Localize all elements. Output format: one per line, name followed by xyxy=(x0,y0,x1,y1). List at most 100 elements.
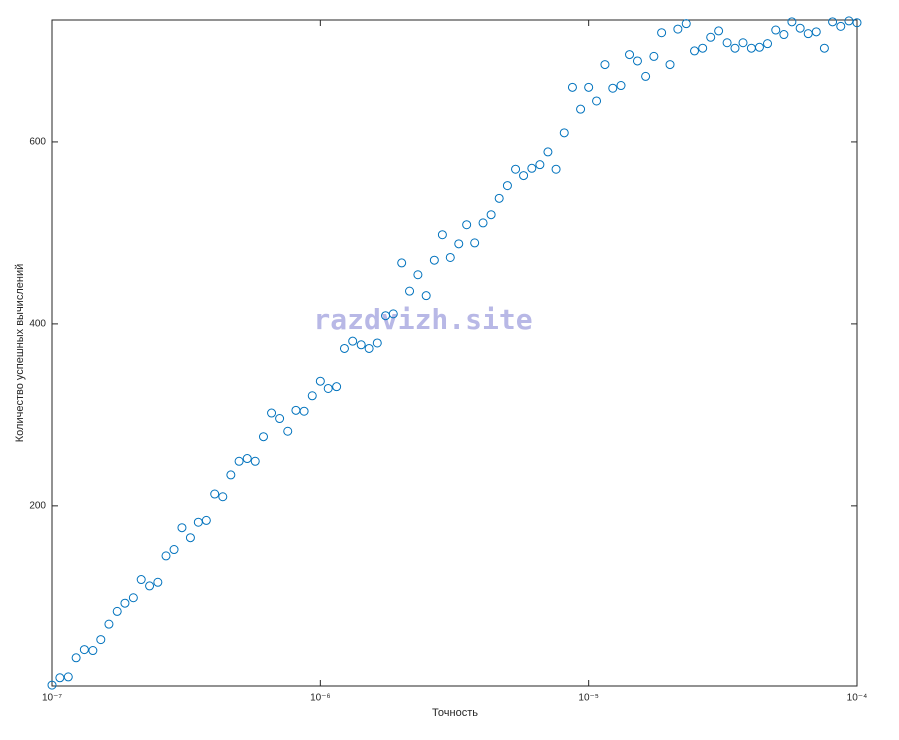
point xyxy=(161,551,171,561)
watermark: razdvizh.site xyxy=(313,303,532,336)
point xyxy=(649,51,659,61)
point xyxy=(283,426,293,436)
point xyxy=(332,382,342,392)
point xyxy=(478,218,488,228)
point xyxy=(177,523,187,533)
point xyxy=(339,343,349,353)
point xyxy=(763,39,773,49)
point xyxy=(730,43,740,53)
point xyxy=(234,456,244,466)
point xyxy=(364,343,374,353)
point xyxy=(218,492,228,502)
y-tick-label: 200 xyxy=(29,500,46,511)
point xyxy=(445,252,455,262)
point xyxy=(454,239,464,249)
point xyxy=(681,19,691,29)
point xyxy=(535,160,545,170)
point xyxy=(250,456,260,466)
y-tick-label: 600 xyxy=(29,137,46,148)
point xyxy=(96,635,106,645)
point xyxy=(169,545,179,555)
point xyxy=(201,515,211,525)
point xyxy=(738,38,748,48)
point xyxy=(502,181,512,191)
point xyxy=(567,82,577,92)
point xyxy=(267,408,277,418)
point xyxy=(63,672,73,682)
point xyxy=(779,30,789,40)
point xyxy=(429,255,439,265)
x-axis-label: Точность xyxy=(432,707,478,719)
point xyxy=(47,680,57,690)
point xyxy=(88,646,98,656)
point xyxy=(657,28,667,38)
point xyxy=(71,653,81,663)
x-tick-label: 10⁻⁶ xyxy=(310,693,331,704)
point xyxy=(559,128,569,138)
point xyxy=(315,376,325,386)
y-tick-label: 400 xyxy=(29,319,46,330)
point xyxy=(210,489,220,499)
point xyxy=(323,383,333,393)
point xyxy=(551,164,561,174)
point xyxy=(470,238,480,248)
point xyxy=(388,309,398,319)
point xyxy=(242,454,252,464)
point xyxy=(519,171,529,181)
point xyxy=(584,82,594,92)
point xyxy=(828,17,838,27)
point xyxy=(348,336,358,346)
point xyxy=(185,533,195,543)
point xyxy=(722,38,732,48)
point xyxy=(437,230,447,240)
x-tick-label: 10⁻⁵ xyxy=(578,693,599,704)
point xyxy=(405,286,415,296)
point xyxy=(104,619,114,629)
point xyxy=(120,598,130,608)
point xyxy=(543,147,553,157)
point xyxy=(307,391,317,401)
point xyxy=(754,42,764,52)
point xyxy=(462,220,472,230)
point xyxy=(397,258,407,268)
point xyxy=(625,50,635,60)
point xyxy=(275,414,285,424)
point xyxy=(690,46,700,56)
point xyxy=(714,26,724,36)
x-tick-label: 10⁻⁴ xyxy=(847,693,868,704)
y-axis-label: Количество успешных вычислений xyxy=(14,264,26,442)
point xyxy=(128,593,138,603)
point xyxy=(153,577,163,587)
point xyxy=(527,163,537,173)
point xyxy=(771,25,781,35)
point xyxy=(608,83,618,93)
point xyxy=(836,21,846,31)
point xyxy=(136,575,146,585)
point xyxy=(486,210,496,220)
point xyxy=(673,24,683,34)
point xyxy=(616,81,626,91)
point xyxy=(811,27,821,37)
point xyxy=(787,17,797,27)
point xyxy=(706,32,716,42)
point xyxy=(299,406,309,416)
point xyxy=(413,270,423,280)
point xyxy=(665,60,675,70)
point xyxy=(511,164,521,174)
point xyxy=(698,43,708,53)
x-tick-label: 10⁻⁷ xyxy=(42,693,62,704)
point xyxy=(632,56,642,66)
plot-area xyxy=(51,19,858,687)
point xyxy=(494,193,504,203)
point xyxy=(112,606,122,616)
point xyxy=(145,581,155,591)
point xyxy=(258,432,268,442)
point xyxy=(356,340,366,350)
point xyxy=(576,104,586,114)
point xyxy=(592,96,602,106)
point xyxy=(641,71,651,81)
point xyxy=(79,645,89,655)
point xyxy=(819,43,829,53)
point xyxy=(852,18,862,28)
